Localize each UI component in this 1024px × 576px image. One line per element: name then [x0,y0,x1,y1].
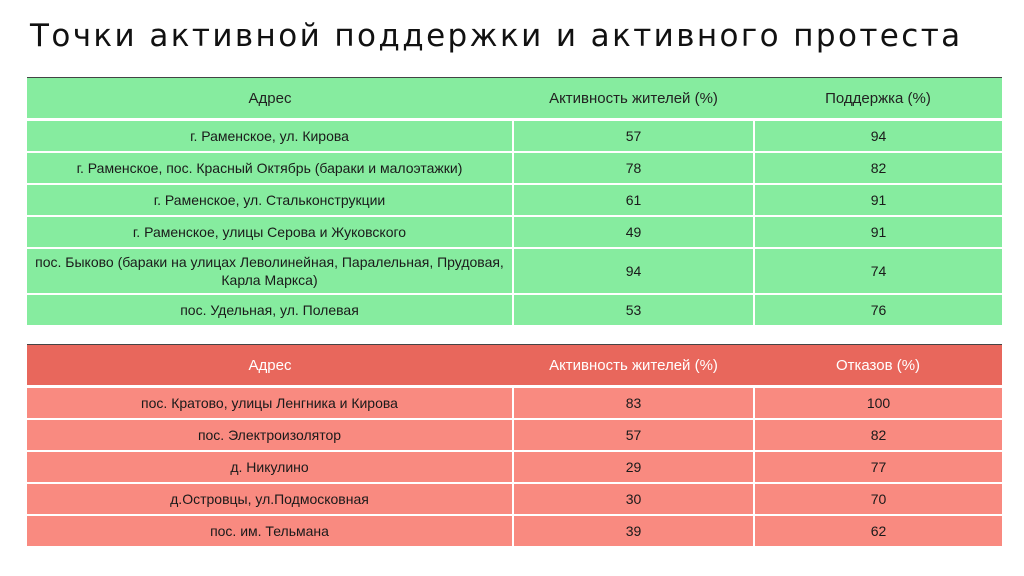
cell-address: г. Раменское, ул. Стальконструкции [27,183,514,217]
table-row: пос. им. Тельмана 39 62 [27,514,1002,548]
cell-activity: 49 [512,215,755,249]
page-title: Точки активной поддержки и активного про… [30,18,963,54]
table-row: пос. Удельная, ул. Полевая 53 76 [27,293,1002,327]
cell-activity: 61 [512,183,755,217]
cell-address: г. Раменское, пос. Красный Октябрь (бара… [27,151,514,185]
table-row: г. Раменское, ул. Стальконструкции 61 91 [27,183,1002,217]
cell-address: пос. Быково (бараки на улицах Леволинейн… [27,247,514,295]
cell-support: 91 [753,215,1002,249]
header-activity: Активность жителей (%) [513,77,754,121]
cell-refusals: 77 [753,450,1002,484]
cell-address: д.Островцы, ул.Подмосковная [27,482,514,516]
table-row: пос. Электроизолятор 57 82 [27,418,1002,452]
cell-refusals: 100 [753,385,1002,420]
cell-support: 76 [753,293,1002,327]
header-refusals: Отказов (%) [754,344,1002,388]
table-row: г. Раменское, пос. Красный Октябрь (бара… [27,151,1002,185]
cell-refusals: 82 [753,418,1002,452]
table-row: г. Раменское, ул. Кирова 57 94 [27,118,1002,153]
header-support: Поддержка (%) [754,77,1002,121]
cell-address: пос. Удельная, ул. Полевая [27,293,514,327]
cell-activity: 57 [512,418,755,452]
cell-activity: 94 [512,247,755,295]
header-address: Адрес [27,344,513,388]
cell-address: пос. Электроизолятор [27,418,514,452]
cell-address: пос. Кратово, улицы Ленгника и Кирова [27,385,514,420]
cell-support: 91 [753,183,1002,217]
cell-address: пос. им. Тельмана [27,514,514,548]
cell-activity: 57 [512,118,755,153]
cell-address: г. Раменское, ул. Кирова [27,118,514,153]
table-row: г. Раменское, улицы Серова и Жуковского … [27,215,1002,249]
cell-refusals: 70 [753,482,1002,516]
cell-activity: 53 [512,293,755,327]
cell-activity: 83 [512,385,755,420]
support-table: Адрес Активность жителей (%) Поддержка (… [27,77,1002,327]
cell-activity: 39 [512,514,755,548]
table-row: пос. Быково (бараки на улицах Леволинейн… [27,247,1002,295]
table-row: пос. Кратово, улицы Ленгника и Кирова 83… [27,385,1002,420]
cell-activity: 78 [512,151,755,185]
header-address: Адрес [27,77,513,121]
header-activity: Активность жителей (%) [513,344,754,388]
cell-activity: 29 [512,450,755,484]
cell-support: 74 [753,247,1002,295]
cell-activity: 30 [512,482,755,516]
table-row: д. Никулино 29 77 [27,450,1002,484]
cell-support: 82 [753,151,1002,185]
cell-support: 94 [753,118,1002,153]
protest-table-header: Адрес Активность жителей (%) Отказов (%) [27,344,1002,388]
table-row: д.Островцы, ул.Подмосковная 30 70 [27,482,1002,516]
cell-address: д. Никулино [27,450,514,484]
support-table-header: Адрес Активность жителей (%) Поддержка (… [27,77,1002,121]
protest-table: Адрес Активность жителей (%) Отказов (%)… [27,344,1002,548]
cell-address: г. Раменское, улицы Серова и Жуковского [27,215,514,249]
cell-refusals: 62 [753,514,1002,548]
